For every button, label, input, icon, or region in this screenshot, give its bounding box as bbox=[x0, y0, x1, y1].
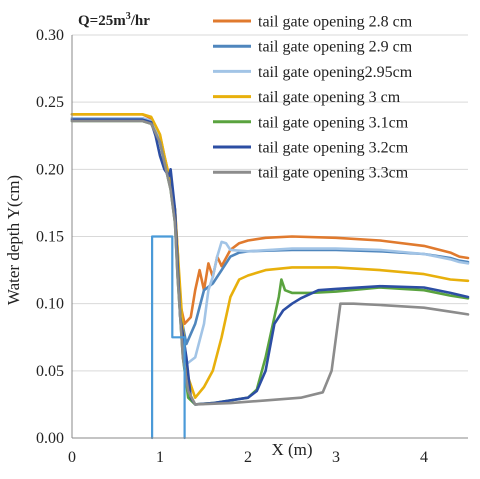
axes bbox=[71, 35, 468, 439]
chart-title: Q=25m3/hr bbox=[78, 11, 150, 29]
legend: tail gate opening 2.8 cm tail gate openin… bbox=[213, 14, 413, 182]
y-tick-label: 0.20 bbox=[36, 161, 64, 178]
y-tick-label: 0.15 bbox=[36, 229, 64, 246]
legend-label: tail gate opening 3.3cm bbox=[258, 165, 409, 182]
series-line-6 bbox=[70, 118, 470, 406]
y-tick-label: 0.25 bbox=[36, 94, 64, 111]
y-tick-label: 0.05 bbox=[36, 363, 64, 380]
x-tick-label: 3 bbox=[332, 449, 340, 466]
y-tick-label: 0.10 bbox=[36, 296, 64, 313]
channel-profile-line bbox=[151, 235, 186, 440]
y-tick-label: 0.00 bbox=[36, 430, 64, 447]
series-line-7 bbox=[70, 119, 470, 406]
gridlines bbox=[72, 34, 468, 372]
legend-label: tail gate opening 3.2cm bbox=[258, 140, 409, 157]
series-line-4 bbox=[70, 113, 470, 399]
x-tick-label: 1 bbox=[156, 449, 164, 466]
x-tick-labels: 0 1 2 3 4 bbox=[68, 449, 428, 466]
legend-label: tail gate opening2.95cm bbox=[258, 64, 413, 81]
y-axis-title: Water depth Y(cm) bbox=[4, 175, 23, 305]
x-tick-label: 2 bbox=[244, 449, 252, 466]
series-layer bbox=[70, 113, 470, 440]
legend-label: tail gate opening 2.8 cm bbox=[258, 14, 413, 31]
x-tick-label: 0 bbox=[68, 449, 76, 466]
series-line-5 bbox=[70, 119, 470, 406]
y-tick-label: 0.30 bbox=[36, 27, 64, 44]
legend-label: tail gate opening 3 cm bbox=[258, 89, 401, 106]
x-axis-title: X (m) bbox=[271, 440, 312, 459]
legend-label: tail gate opening 2.9 cm bbox=[258, 39, 413, 56]
x-tick-label: 4 bbox=[420, 449, 428, 466]
y-tick-labels: 0.00 0.05 0.10 0.15 0.20 0.25 0.30 bbox=[36, 27, 64, 447]
legend-label: tail gate opening 3.1cm bbox=[258, 114, 409, 131]
